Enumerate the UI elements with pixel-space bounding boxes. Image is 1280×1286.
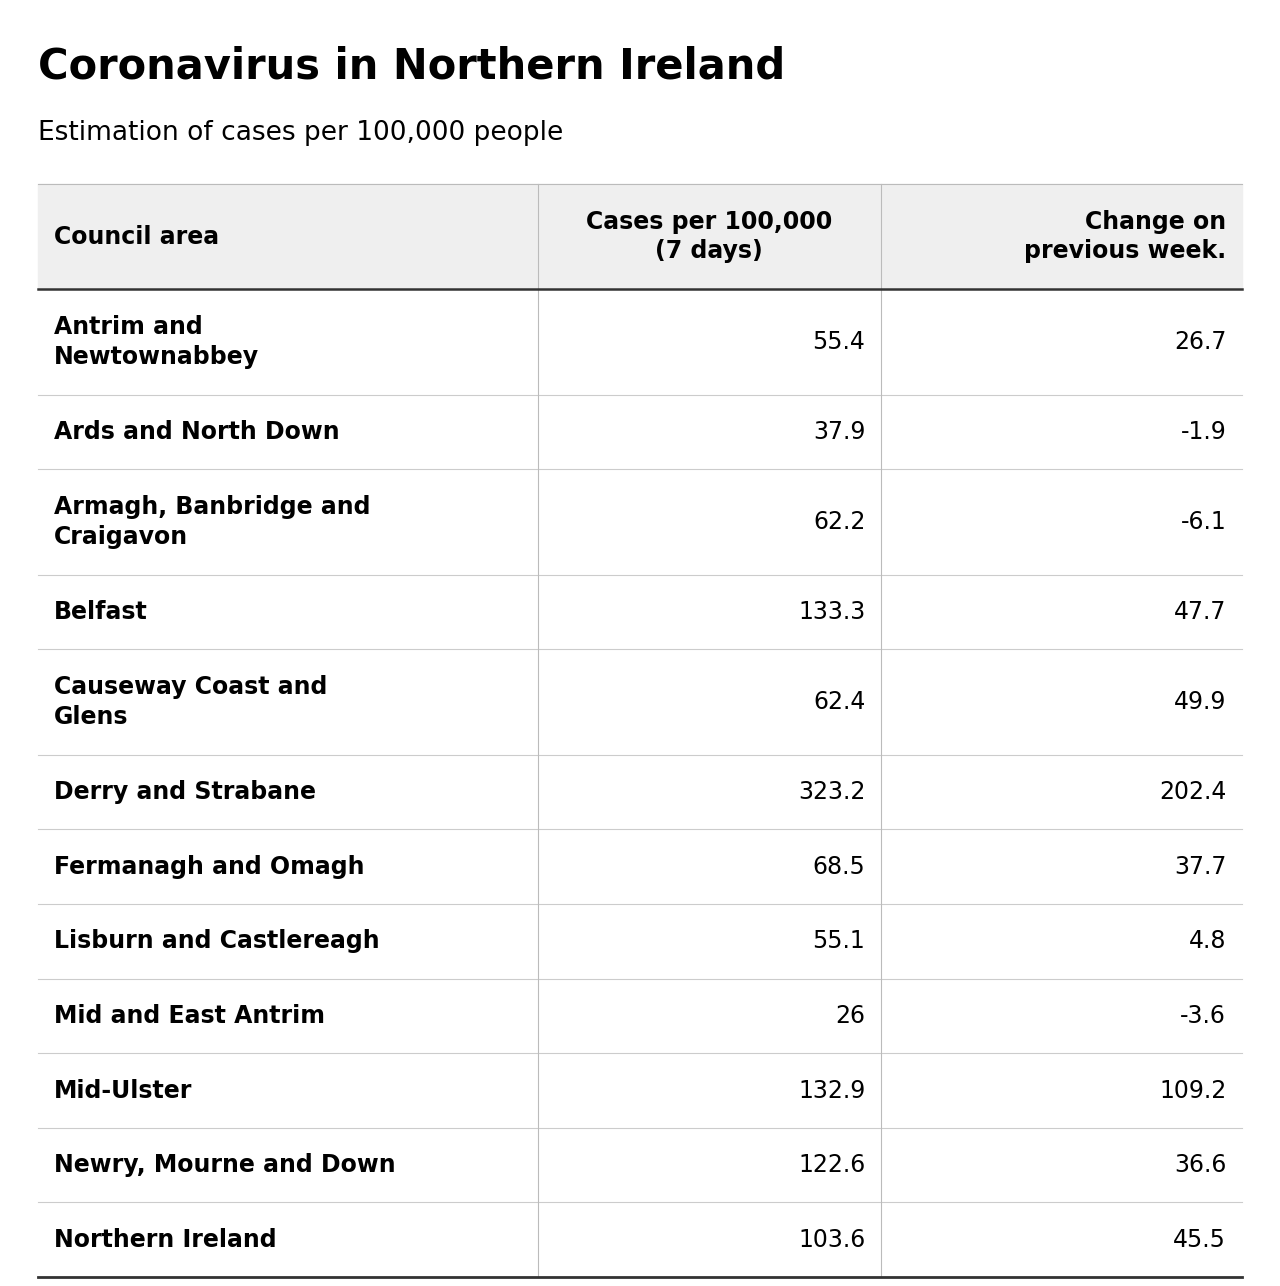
Bar: [38, 904, 1242, 979]
Text: 26.7: 26.7: [1174, 331, 1226, 354]
Text: Fermanagh and Omagh: Fermanagh and Omagh: [54, 855, 365, 878]
Text: 122.6: 122.6: [797, 1154, 865, 1177]
Text: Cases per 100,000
(7 days): Cases per 100,000 (7 days): [586, 210, 832, 264]
Text: 202.4: 202.4: [1158, 781, 1226, 804]
Text: 133.3: 133.3: [797, 601, 865, 624]
Text: Northern Ireland: Northern Ireland: [54, 1228, 276, 1251]
Bar: [38, 755, 1242, 829]
Text: 62.4: 62.4: [813, 691, 865, 714]
Text: -1.9: -1.9: [1180, 421, 1226, 444]
Text: Ards and North Down: Ards and North Down: [54, 421, 339, 444]
Bar: [38, 979, 1242, 1053]
Text: Belfast: Belfast: [54, 601, 147, 624]
Text: Mid and East Antrim: Mid and East Antrim: [54, 1004, 325, 1028]
Text: 37.9: 37.9: [813, 421, 865, 444]
Text: Council area: Council area: [54, 225, 219, 248]
Bar: [38, 1128, 1242, 1202]
Text: 103.6: 103.6: [797, 1228, 865, 1251]
Text: 109.2: 109.2: [1158, 1079, 1226, 1102]
Text: 55.1: 55.1: [813, 930, 865, 953]
Bar: [38, 469, 1242, 575]
Bar: [38, 1053, 1242, 1128]
Text: 26: 26: [836, 1004, 865, 1028]
Bar: [38, 649, 1242, 755]
Text: 55.4: 55.4: [813, 331, 865, 354]
Bar: [38, 184, 1242, 289]
Text: 132.9: 132.9: [797, 1079, 865, 1102]
Text: 4.8: 4.8: [1189, 930, 1226, 953]
Bar: [38, 289, 1242, 395]
Text: Armagh, Banbridge and
Craigavon: Armagh, Banbridge and Craigavon: [54, 495, 370, 549]
Bar: [38, 1202, 1242, 1277]
Text: Lisburn and Castlereagh: Lisburn and Castlereagh: [54, 930, 379, 953]
Bar: [38, 575, 1242, 649]
Text: 62.2: 62.2: [813, 511, 865, 534]
Text: Estimation of cases per 100,000 people: Estimation of cases per 100,000 people: [38, 120, 563, 145]
Text: Causeway Coast and
Glens: Causeway Coast and Glens: [54, 675, 328, 729]
Bar: [38, 829, 1242, 904]
Text: Derry and Strabane: Derry and Strabane: [54, 781, 316, 804]
Text: 49.9: 49.9: [1174, 691, 1226, 714]
Text: -3.6: -3.6: [1180, 1004, 1226, 1028]
Bar: [38, 395, 1242, 469]
Text: Coronavirus in Northern Ireland: Coronavirus in Northern Ireland: [38, 45, 786, 87]
Text: 47.7: 47.7: [1174, 601, 1226, 624]
Text: -6.1: -6.1: [1180, 511, 1226, 534]
Text: Antrim and
Newtownabbey: Antrim and Newtownabbey: [54, 315, 259, 369]
Text: 36.6: 36.6: [1174, 1154, 1226, 1177]
Text: Change on
previous week.: Change on previous week.: [1024, 210, 1226, 264]
Text: 323.2: 323.2: [797, 781, 865, 804]
Text: Mid-Ulster: Mid-Ulster: [54, 1079, 192, 1102]
Text: 45.5: 45.5: [1174, 1228, 1226, 1251]
Text: 68.5: 68.5: [813, 855, 865, 878]
Text: 37.7: 37.7: [1174, 855, 1226, 878]
Text: Newry, Mourne and Down: Newry, Mourne and Down: [54, 1154, 396, 1177]
